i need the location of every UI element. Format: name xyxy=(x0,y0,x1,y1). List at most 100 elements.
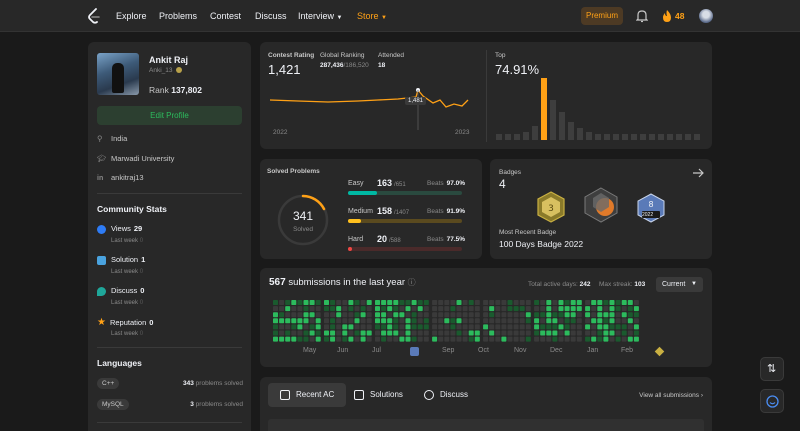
heatmap-cell[interactable] xyxy=(393,312,399,318)
heatmap-cell[interactable] xyxy=(609,312,615,318)
heatmap-cell[interactable] xyxy=(330,318,336,324)
heatmap-cell[interactable] xyxy=(285,330,291,336)
heatmap-cell[interactable] xyxy=(324,312,329,318)
heatmap-cell[interactable] xyxy=(495,312,501,318)
heatmap-cell[interactable] xyxy=(405,330,411,336)
heatmap-cell[interactable] xyxy=(405,300,411,305)
heatmap-cell[interactable] xyxy=(375,324,380,330)
nav-interview[interactable]: Interview ▼ xyxy=(298,11,343,21)
heatmap-cell[interactable] xyxy=(423,312,429,318)
heatmap-cell[interactable] xyxy=(501,312,507,318)
heatmap-cell[interactable] xyxy=(564,330,570,336)
heatmap-cell[interactable] xyxy=(507,300,513,305)
heatmap-cell[interactable] xyxy=(324,300,329,305)
heatmap-cell[interactable] xyxy=(273,324,278,330)
heatmap-cell[interactable] xyxy=(507,330,513,336)
heatmap-cell[interactable] xyxy=(558,336,564,342)
heatmap-cell[interactable] xyxy=(591,312,597,318)
heatmap-cell[interactable] xyxy=(633,330,639,336)
heatmap-cell[interactable] xyxy=(387,330,393,336)
heatmap-cell[interactable] xyxy=(540,330,546,336)
heatmap-cell[interactable] xyxy=(303,324,309,330)
heatmap-cell[interactable] xyxy=(399,306,405,312)
heatmap-cell[interactable] xyxy=(585,300,591,305)
heatmap-cell[interactable] xyxy=(576,324,582,330)
heatmap-cell[interactable] xyxy=(438,312,444,318)
language-tag-cpp[interactable]: C++ xyxy=(97,378,120,389)
heatmap-cell[interactable] xyxy=(291,306,297,312)
heatmap-cell[interactable] xyxy=(330,324,336,330)
heatmap-cell[interactable] xyxy=(483,330,489,336)
heatmap-cell[interactable] xyxy=(456,300,462,305)
heatmap-cell[interactable] xyxy=(405,306,411,312)
heatmap-cell[interactable] xyxy=(336,318,342,324)
heatmap-cell[interactable] xyxy=(597,300,603,305)
heatmap-cell[interactable] xyxy=(546,330,552,336)
heatmap-cell[interactable] xyxy=(279,324,285,330)
heatmap-cell[interactable] xyxy=(462,324,468,330)
edit-profile-button[interactable]: Edit Profile xyxy=(97,106,242,125)
heatmap-cell[interactable] xyxy=(552,306,558,312)
heatmap-cell[interactable] xyxy=(432,324,438,330)
heatmap-cell[interactable] xyxy=(546,318,552,324)
heatmap-cell[interactable] xyxy=(375,300,380,305)
heatmap-cell[interactable] xyxy=(279,336,285,342)
heatmap-cell[interactable] xyxy=(576,318,582,324)
heatmap-cell[interactable] xyxy=(615,312,621,318)
heatmap-cell[interactable] xyxy=(519,312,525,318)
heatmap-cell[interactable] xyxy=(507,324,513,330)
heatmap-cell[interactable] xyxy=(315,318,321,324)
heatmap-cell[interactable] xyxy=(570,312,576,318)
heatmap-cell[interactable] xyxy=(591,318,597,324)
heatmap-cell[interactable] xyxy=(381,300,387,305)
heatmap-cell[interactable] xyxy=(552,324,558,330)
heatmap-cell[interactable] xyxy=(348,312,354,318)
heatmap-cell[interactable] xyxy=(552,330,558,336)
heatmap-cell[interactable] xyxy=(633,306,639,312)
heatmap-cell[interactable] xyxy=(534,306,540,312)
heatmap-cell[interactable] xyxy=(558,306,564,312)
heatmap-cell[interactable] xyxy=(591,324,597,330)
heatmap-cell[interactable] xyxy=(585,324,591,330)
heatmap-cell[interactable] xyxy=(324,324,329,330)
heatmap-cell[interactable] xyxy=(501,306,507,312)
heatmap-cell[interactable] xyxy=(585,306,591,312)
heatmap-cell[interactable] xyxy=(399,318,405,324)
heatmap-cell[interactable] xyxy=(279,318,285,324)
heatmap-cell[interactable] xyxy=(354,336,360,342)
heatmap-cell[interactable] xyxy=(417,324,423,330)
heatmap-cell[interactable] xyxy=(336,324,342,330)
heatmap-cell[interactable] xyxy=(279,300,285,305)
heatmap-cell[interactable] xyxy=(354,330,360,336)
heatmap-cell[interactable] xyxy=(303,318,309,324)
heatmap-cell[interactable] xyxy=(501,318,507,324)
heatmap-cell[interactable] xyxy=(375,336,380,342)
heatmap-cell[interactable] xyxy=(609,300,615,305)
heatmap-cell[interactable] xyxy=(423,306,429,312)
heatmap-cell[interactable] xyxy=(303,336,309,342)
heatmap-cell[interactable] xyxy=(438,330,444,336)
heatmap-cell[interactable] xyxy=(366,324,372,330)
heatmap-cell[interactable] xyxy=(444,324,450,330)
heatmap-cell[interactable] xyxy=(609,318,615,324)
tab-recent-ac[interactable]: Recent AC xyxy=(268,383,347,407)
heatmap-cell[interactable] xyxy=(534,324,540,330)
heatmap-cell[interactable] xyxy=(495,330,501,336)
heatmap-cell[interactable] xyxy=(399,300,405,305)
heatmap-cell[interactable] xyxy=(423,300,429,305)
heatmap-cell[interactable] xyxy=(519,336,525,342)
heatmap-cell[interactable] xyxy=(564,324,570,330)
heatmap-cell[interactable] xyxy=(417,318,423,324)
heatmap-cell[interactable] xyxy=(450,330,456,336)
heatmap-cell[interactable] xyxy=(315,300,321,305)
heatmap-cell[interactable] xyxy=(495,324,501,330)
heatmap-cell[interactable] xyxy=(438,300,444,305)
heatmap-cell[interactable] xyxy=(621,330,627,336)
heatmap-grid[interactable] xyxy=(273,300,703,342)
badge-anniversary-icon[interactable] xyxy=(583,187,619,223)
heatmap-cell[interactable] xyxy=(564,336,570,342)
heatmap-cell[interactable] xyxy=(444,306,450,312)
heatmap-cell[interactable] xyxy=(609,330,615,336)
heatmap-cell[interactable] xyxy=(462,336,468,342)
heatmap-cell[interactable] xyxy=(348,324,354,330)
